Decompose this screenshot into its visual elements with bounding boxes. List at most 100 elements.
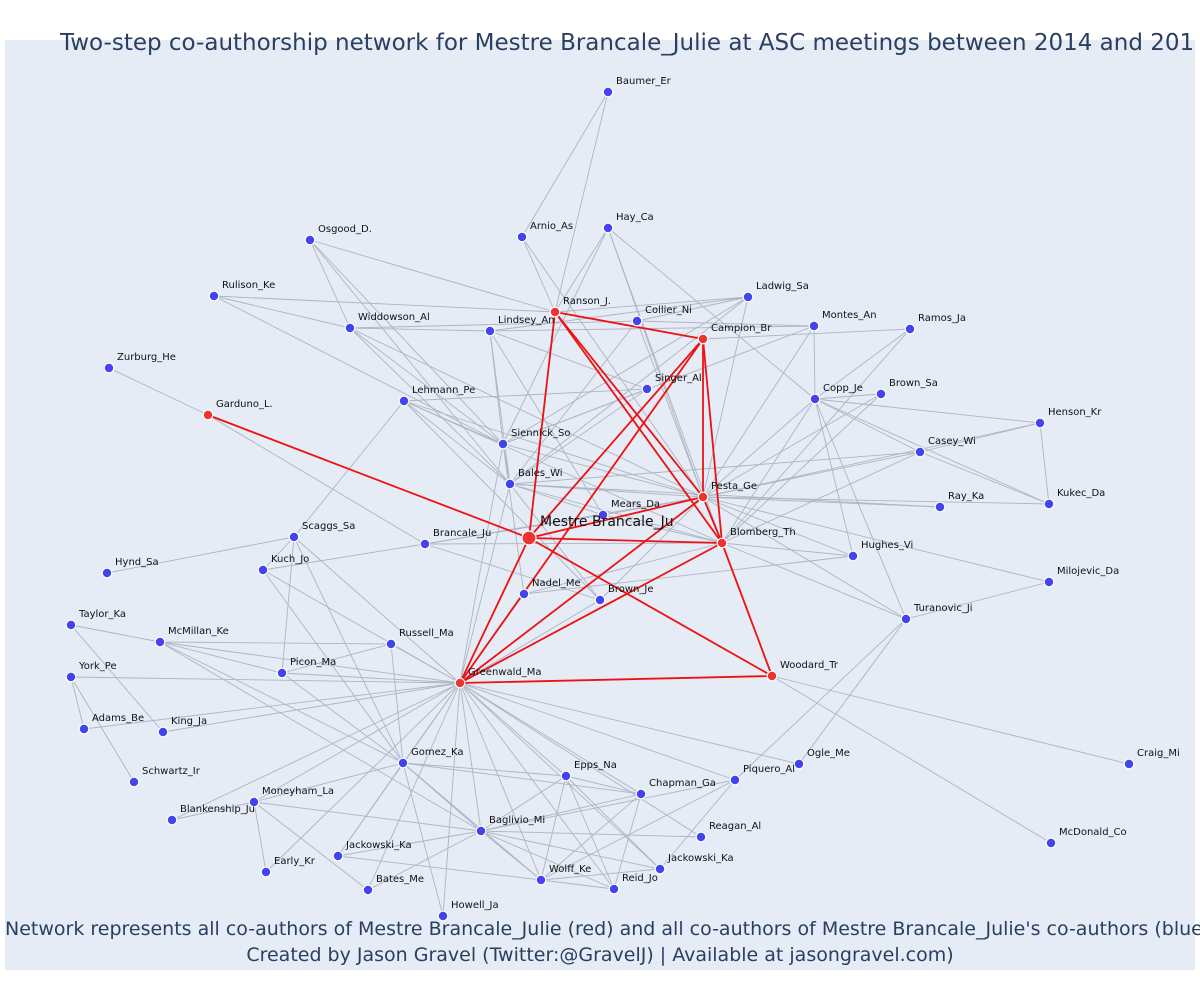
node-york-pe[interactable] [65, 671, 77, 683]
edge-bales-wi-brown-je [509, 483, 601, 601]
node-zurburg-he[interactable] [103, 362, 115, 374]
node-brown-je[interactable] [594, 594, 606, 606]
node-baumer-er[interactable] [602, 86, 614, 98]
label-gomez-ka: Gomez_Ka [411, 747, 464, 758]
node-reagan-al[interactable] [695, 831, 707, 843]
node-craig-mi[interactable] [1123, 758, 1135, 770]
edge-milojevic-da-turanovic-ji [905, 581, 1050, 620]
node-scaggs-sa[interactable] [288, 531, 300, 543]
node-taylor-ka[interactable] [65, 619, 77, 631]
edge-arnio-as-ranson-j [521, 236, 556, 313]
edge-adams-be-greenwald-ma [83, 682, 461, 730]
node-blankenship-ju[interactable] [166, 814, 178, 826]
edge-arnio-as-pesta-ge [521, 236, 704, 498]
label-king-ja: King_Ja [171, 716, 207, 727]
node-jackowski-ka[interactable] [332, 850, 344, 862]
edge-turanovic-ji-pesta-ge [702, 496, 907, 620]
node-siennick-so[interactable] [497, 438, 509, 450]
node-collier-ni[interactable] [631, 315, 643, 327]
node-wolff-ke[interactable] [535, 874, 547, 886]
edge-copp-je-henson-kr [814, 398, 1041, 424]
edge-greenwald-ma-chapman-ga [459, 682, 642, 795]
node-brown-sa[interactable] [875, 388, 887, 400]
node-mears-da[interactable] [597, 509, 609, 521]
node-ranson-j[interactable] [549, 306, 561, 318]
node-blomberg-th[interactable] [716, 537, 728, 549]
node-picon-ma[interactable] [276, 667, 288, 679]
node-lindsey-an[interactable] [484, 325, 496, 337]
node-garduno-l[interactable] [202, 409, 214, 421]
edge-widdowson-al-pesta-ge [349, 327, 704, 498]
edge-zurburg-he-garduno-l [108, 367, 209, 416]
node-arnio-as[interactable] [516, 231, 528, 243]
edge-lindsey-an-bales-wi [489, 330, 511, 485]
node-russell-ma[interactable] [385, 638, 397, 650]
node-king-ja[interactable] [157, 726, 169, 738]
edge-woodard-tr-mcdonald-co [771, 675, 1052, 844]
node-singer-al[interactable] [641, 383, 653, 395]
label-mears-da: Mears_Da [611, 499, 660, 510]
node-bales-wi[interactable] [504, 478, 516, 490]
edge-greenwald-ma-reid-jo [459, 682, 615, 890]
node-chapman-ga[interactable] [635, 788, 647, 800]
node-jackowski-ka-2[interactable] [654, 863, 666, 875]
node-nadel-me[interactable] [518, 588, 530, 600]
node-campion-br[interactable] [697, 333, 709, 345]
node-ladwig-sa[interactable] [742, 291, 754, 303]
node-ramos-ja[interactable] [904, 323, 916, 335]
node-greenwald-ma[interactable] [454, 677, 466, 689]
edge-nadel-me-blomberg-th [523, 542, 723, 595]
node-hughes-vi[interactable] [847, 550, 859, 562]
node-woodard-tr[interactable] [766, 670, 778, 682]
edge-collier-ni-bales-wi [509, 320, 638, 485]
node-early-kr[interactable] [260, 866, 272, 878]
node-kukec-da[interactable] [1043, 498, 1055, 510]
edge-casey-wi-pesta-ge [702, 451, 921, 498]
node-mcdonald-co[interactable] [1045, 837, 1057, 849]
node-montes-an[interactable] [808, 320, 820, 332]
node-hynd-sa[interactable] [101, 567, 113, 579]
node-gomez-ka[interactable] [397, 757, 409, 769]
node-henson-kr[interactable] [1034, 417, 1046, 429]
node-rulison-ke[interactable] [208, 290, 220, 302]
node-ogle-me[interactable] [793, 758, 805, 770]
edge-turanovic-ji-ogle-me [798, 618, 907, 765]
node-reid-jo[interactable] [608, 883, 620, 895]
node-ray-ka[interactable] [934, 501, 946, 513]
node-mestre-brancale-ju[interactable] [521, 530, 537, 546]
node-turanovic-ji[interactable] [900, 613, 912, 625]
node-adams-be[interactable] [78, 723, 90, 735]
edge-bales-wi-blomberg-th [509, 483, 723, 544]
node-piquero-al[interactable] [729, 774, 741, 786]
node-epps-na[interactable] [560, 770, 572, 782]
node-widdowson-al[interactable] [344, 322, 356, 334]
label-lehmann-pe: Lehmann_Pe [412, 385, 475, 396]
node-casey-wi[interactable] [914, 446, 926, 458]
edge-ladwig-sa-bales-wi [509, 296, 749, 485]
node-brancale-ju[interactable] [419, 538, 431, 550]
node-schwartz-ir[interactable] [128, 776, 140, 788]
node-milojevic-da[interactable] [1043, 576, 1055, 588]
edge-russell-ma-picon-ma [281, 643, 392, 674]
edge-collier-ni-ladwig-sa [636, 296, 749, 322]
node-osgood-d[interactable] [304, 234, 316, 246]
node-pesta-ge[interactable] [697, 491, 709, 503]
node-copp-je[interactable] [809, 393, 821, 405]
edge-hughes-vi-copp-je [814, 398, 854, 557]
node-lehmann-pe[interactable] [398, 395, 410, 407]
footer-credit: Created by Jason Gravel (Twitter:@Gravel… [246, 944, 954, 966]
node-baglivio-mi[interactable] [475, 825, 487, 837]
edge-ramos-ja-campion-br [702, 328, 911, 340]
node-mcmillan-ke[interactable] [154, 636, 166, 648]
node-moneyham-la[interactable] [248, 796, 260, 808]
label-chapman-ga: Chapman_Ga [649, 778, 716, 789]
label-montes-an: Montes_An [822, 310, 877, 321]
node-bates-me[interactable] [362, 884, 374, 896]
node-kuch-jo[interactable] [257, 564, 269, 576]
edge-epps-na-chapman-ga [565, 775, 642, 795]
edge-epps-na-jackowski-ka [565, 775, 661, 870]
node-hay-ca[interactable] [602, 222, 614, 234]
node-howell-ja[interactable] [437, 910, 449, 922]
edge-montes-an-lindsey-an [489, 325, 815, 332]
edge-mcmillan-ke-gomez-ka [159, 641, 404, 764]
